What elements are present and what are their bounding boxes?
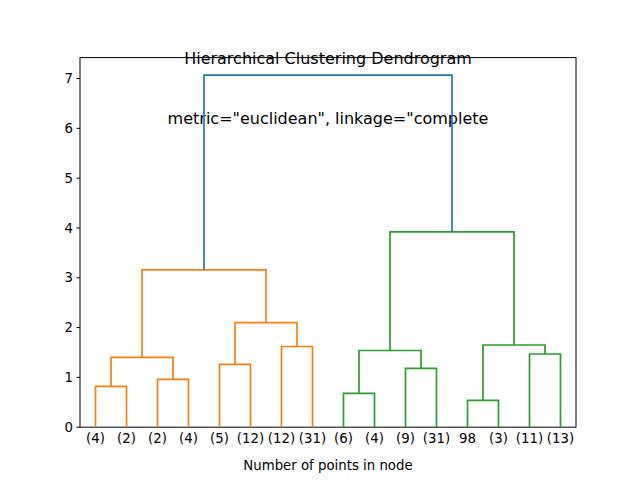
x-tick-label: (4) bbox=[179, 431, 198, 446]
x-tick-label: (12) bbox=[268, 431, 295, 446]
x-tick-label: (5) bbox=[210, 431, 229, 446]
dendrogram-link bbox=[344, 393, 375, 427]
y-axis: 0 1 2 3 4 5 6 7 bbox=[65, 71, 80, 435]
dendrogram-link bbox=[111, 357, 173, 386]
y-tick-label: 6 bbox=[65, 121, 73, 136]
x-tick-label: (31) bbox=[299, 431, 326, 446]
dendrogram-link bbox=[142, 270, 266, 358]
x-tick-label: (4) bbox=[86, 431, 105, 446]
dendrogram-links bbox=[96, 75, 561, 427]
x-tick-label: (2) bbox=[117, 431, 136, 446]
dendrogram-plot: 01234567 (4)(2)(2)(4)(5)(12)(12)(31)(6)(… bbox=[0, 0, 640, 480]
x-tick-label: (9) bbox=[396, 431, 415, 446]
x-tick-label: 98 bbox=[459, 431, 476, 446]
y-tick-label: 7 bbox=[65, 71, 73, 86]
y-tick-label: 3 bbox=[65, 270, 73, 285]
dendrogram-link bbox=[235, 323, 297, 365]
dendrogram-link bbox=[158, 379, 189, 427]
dendrogram-link bbox=[530, 354, 561, 427]
dendrogram-link bbox=[406, 368, 437, 427]
x-axis-label: Number of points in node bbox=[80, 458, 576, 473]
y-tick-label: 5 bbox=[65, 171, 73, 186]
y-tick-label: 4 bbox=[65, 221, 73, 236]
dendrogram-link bbox=[282, 347, 313, 428]
dendrogram-link bbox=[468, 400, 499, 427]
dendrogram-link bbox=[204, 75, 452, 270]
x-axis: (4) (2) (2) (4) (5) (12) (12) (31) (6) (4) (9) (31)… bbox=[86, 431, 574, 446]
axes-frame bbox=[80, 58, 576, 428]
x-tick-label: (11) bbox=[516, 431, 543, 446]
dendrogram-link bbox=[220, 364, 251, 427]
x-tick-label: (31) bbox=[423, 431, 450, 446]
dendrogram-link bbox=[96, 386, 127, 427]
dendrogram-link bbox=[390, 232, 514, 351]
dendrogram-figure: Hierarchical Clustering Dendrogram metri… bbox=[0, 0, 640, 480]
y-tick-label: 0 bbox=[65, 420, 73, 435]
dendrogram-link bbox=[359, 350, 421, 393]
y-tick-label: 1 bbox=[65, 370, 73, 385]
x-tick-label: (12) bbox=[237, 431, 264, 446]
x-tick-label: (2) bbox=[148, 431, 167, 446]
y-tick-label: 2 bbox=[65, 320, 73, 335]
x-tick-label: (4) bbox=[365, 431, 384, 446]
x-tick-label: (13) bbox=[547, 431, 574, 446]
x-tick-label: (6) bbox=[334, 431, 353, 446]
x-tick-label: (3) bbox=[489, 431, 508, 446]
